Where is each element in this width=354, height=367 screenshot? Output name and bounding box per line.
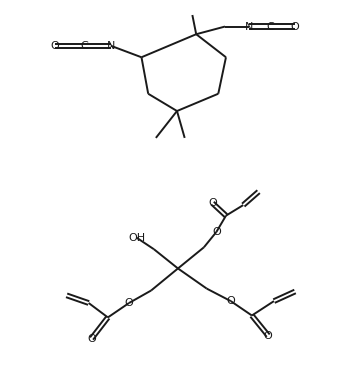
Text: O: O [227,296,235,306]
Text: O: O [291,22,299,32]
Text: C: C [80,41,88,51]
Text: O: O [125,298,133,308]
Text: C: C [266,22,274,32]
Text: O: O [264,331,273,341]
Text: OH: OH [128,233,145,243]
Text: N: N [107,41,115,51]
Text: O: O [208,198,217,208]
Text: O: O [212,227,221,237]
Text: N: N [245,22,253,32]
Text: O: O [87,334,96,344]
Text: O: O [51,41,59,51]
